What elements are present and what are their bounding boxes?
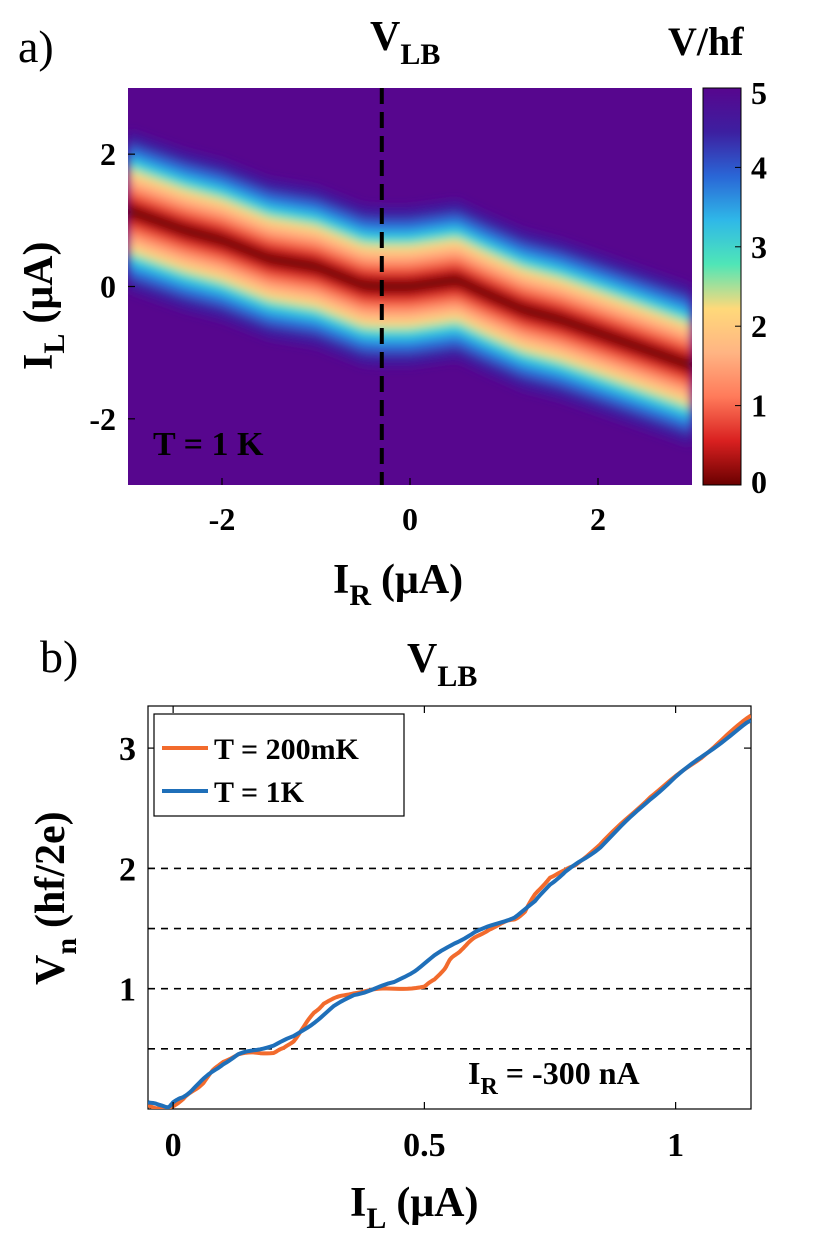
panel-a-xlabel: IR (μA) bbox=[333, 557, 463, 612]
panel-a-title-sub: LB bbox=[400, 38, 440, 71]
annotation-main: I bbox=[468, 1055, 480, 1091]
line-plot-annotation: IR = -300 nA bbox=[468, 1055, 640, 1100]
x-tick-label: 0 bbox=[402, 501, 418, 537]
panel-b-xlabel-main: I bbox=[350, 1180, 366, 1226]
panel-b-ylabel-unit: (hf/2e) bbox=[28, 811, 74, 928]
panel-a-ylabel-sub: L bbox=[38, 334, 71, 354]
panel-a-label: a) bbox=[18, 21, 54, 72]
colorbar-tick-label: 1 bbox=[751, 388, 767, 424]
panel-b-xlabel-sub: L bbox=[366, 1202, 386, 1235]
panel-a-xlabel-sub: R bbox=[349, 579, 371, 612]
panel-a-xlabel-main: I bbox=[333, 557, 349, 603]
panel-b-xlabel-unit: (μA) bbox=[396, 1180, 478, 1226]
colorbar-bar bbox=[702, 87, 742, 486]
colorbar: 0 1 2 3 4 5 bbox=[702, 75, 767, 500]
x-tick-label: 0 bbox=[165, 1127, 182, 1164]
y-tick-label: 0 bbox=[100, 269, 116, 305]
panel-a-ylabel-unit: (μA) bbox=[16, 242, 62, 324]
colorbar-tick-label: 3 bbox=[751, 229, 767, 265]
x-tick-label: 0.5 bbox=[403, 1127, 446, 1164]
colorbar-tick-label: 0 bbox=[751, 464, 767, 500]
panel-b-ylabel: Vn (hf/2e) bbox=[28, 811, 83, 985]
panel-b-xlabel: IL (μA) bbox=[350, 1180, 479, 1235]
heatmap-annotation: T = 1 K bbox=[153, 426, 264, 463]
x-tick-label: 2 bbox=[590, 501, 606, 537]
panel-a-ylabel: IL (μA) bbox=[16, 242, 71, 371]
y-tick-label: 3 bbox=[119, 731, 136, 768]
panel-b-title-main: V bbox=[407, 636, 437, 682]
panel-b-ylabel-main: V bbox=[28, 955, 74, 985]
panel-b-title: VLB bbox=[407, 636, 477, 693]
legend-label-1k: T = 1K bbox=[214, 776, 305, 809]
heatmap-plot-area bbox=[128, 88, 692, 485]
annotation-sub: R bbox=[480, 1074, 498, 1100]
y-tick-label: 2 bbox=[100, 136, 116, 172]
colorbar-tick-label: 2 bbox=[751, 308, 767, 344]
y-tick-label: -2 bbox=[89, 401, 116, 437]
x-tick-label: -2 bbox=[209, 501, 236, 537]
colorbar-tick-label: 5 bbox=[751, 75, 767, 111]
legend-label-200mk: T = 200mK bbox=[214, 733, 360, 766]
y-tick-label: 1 bbox=[119, 972, 136, 1009]
colorbar-label: V/hf bbox=[668, 19, 744, 64]
panel-b-ylabel-sub: n bbox=[50, 938, 83, 955]
panel-a-title-main: V bbox=[370, 14, 400, 60]
panel-a-xlabel-unit: (μA) bbox=[381, 557, 463, 603]
legend-box bbox=[153, 713, 405, 817]
heatmap-band bbox=[128, 203, 692, 373]
panel-b-label: b) bbox=[40, 631, 78, 682]
series-line-1 bbox=[148, 718, 751, 1109]
panel-b-title-sub: LB bbox=[437, 660, 477, 693]
panel-a-title: VLB bbox=[370, 14, 440, 71]
y-tick-label: 2 bbox=[119, 851, 136, 888]
annotation-rest: = -300 nA bbox=[498, 1055, 640, 1091]
x-tick-label: 1 bbox=[667, 1127, 684, 1164]
panel-a-ylabel-main: I bbox=[16, 354, 62, 370]
legend: T = 200mK T = 1K bbox=[153, 713, 405, 817]
colorbar-tick-label: 4 bbox=[751, 149, 767, 185]
